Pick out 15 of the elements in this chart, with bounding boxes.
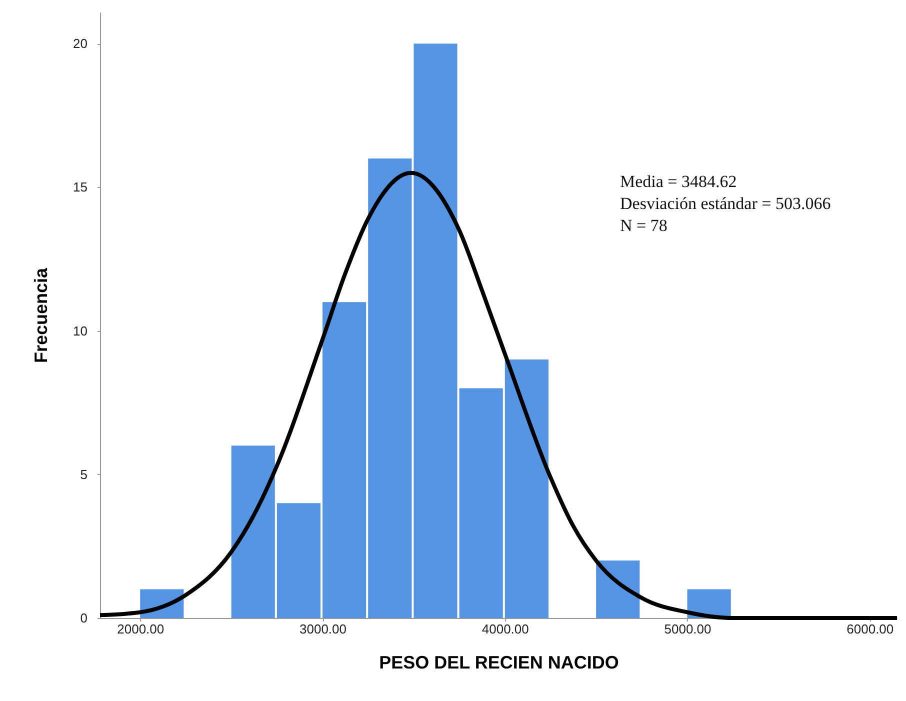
- x-tick-label: 2000.00: [117, 622, 164, 636]
- x-tick-label: 4000.00: [482, 622, 529, 636]
- x-tick-label: 3000.00: [300, 622, 347, 636]
- annotation: Desviación estándar = 503.066: [620, 194, 831, 213]
- x-tick-label: 5000.00: [664, 622, 712, 636]
- y-tick-label: 10: [73, 323, 88, 338]
- y-tick-label: 5: [80, 466, 88, 482]
- y-tick-label: 0: [80, 610, 88, 626]
- y-axis-title: Frecuencia: [31, 266, 52, 364]
- annotation: Media = 3484.62: [620, 172, 737, 191]
- y-tick-label: 20: [73, 36, 88, 52]
- y-tick-label: 15: [73, 180, 88, 195]
- annotation: N = 78: [620, 216, 668, 235]
- x-tick-label: 6000.00: [846, 622, 894, 636]
- x-axis-title: PESO DEL RECIEN NACIDO: [379, 652, 619, 672]
